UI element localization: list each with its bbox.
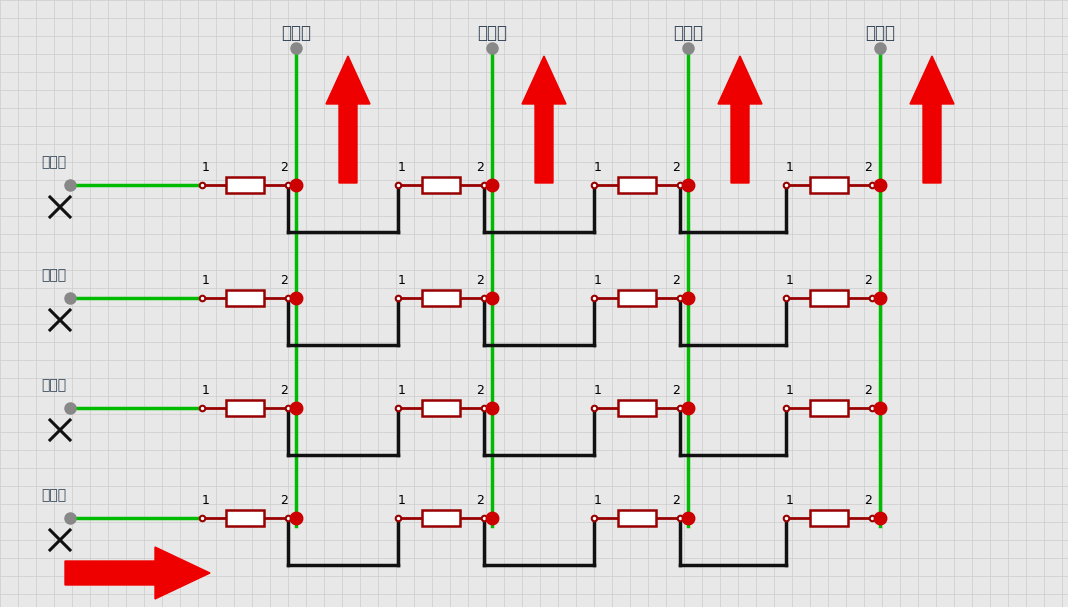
Bar	[811, 290, 848, 306]
FancyArrow shape	[910, 56, 954, 183]
Text: 1: 1	[786, 274, 794, 287]
Bar	[226, 177, 264, 193]
Text: 2: 2	[864, 384, 871, 397]
Text: 输出端: 输出端	[41, 155, 66, 169]
Text: 1: 1	[202, 274, 210, 287]
Text: 2: 2	[672, 161, 680, 174]
Text: 1: 1	[594, 494, 602, 507]
Text: 输入端: 输入端	[673, 24, 703, 42]
FancyArrow shape	[65, 547, 210, 599]
Bar	[618, 510, 656, 526]
Text: 1: 1	[594, 274, 602, 287]
Text: 2: 2	[864, 274, 871, 287]
Text: 2: 2	[864, 494, 871, 507]
Text: 1: 1	[398, 494, 406, 507]
Text: 输出端: 输出端	[41, 378, 66, 392]
Text: 1: 1	[398, 161, 406, 174]
Bar	[618, 290, 656, 306]
Bar	[618, 177, 656, 193]
Text: 1: 1	[398, 274, 406, 287]
Bar	[811, 400, 848, 416]
Text: 输出端: 输出端	[41, 268, 66, 282]
Bar	[422, 510, 460, 526]
Bar	[811, 510, 848, 526]
Text: 2: 2	[476, 384, 484, 397]
Text: 输入端: 输入端	[281, 24, 311, 42]
Text: 1: 1	[398, 384, 406, 397]
Text: 输入端: 输入端	[477, 24, 507, 42]
Text: 2: 2	[476, 161, 484, 174]
Text: 2: 2	[280, 274, 288, 287]
Text: 2: 2	[672, 494, 680, 507]
Text: 1: 1	[594, 384, 602, 397]
Bar	[811, 177, 848, 193]
Text: 1: 1	[202, 494, 210, 507]
Text: 输出端: 输出端	[41, 488, 66, 502]
Text: 2: 2	[672, 384, 680, 397]
Text: 1: 1	[202, 384, 210, 397]
Text: 1: 1	[786, 384, 794, 397]
Text: 2: 2	[476, 494, 484, 507]
Text: 2: 2	[476, 274, 484, 287]
Bar	[226, 510, 264, 526]
Text: 2: 2	[864, 161, 871, 174]
Text: 1: 1	[202, 161, 210, 174]
FancyArrow shape	[522, 56, 566, 183]
FancyArrow shape	[718, 56, 761, 183]
Bar	[226, 290, 264, 306]
Bar	[618, 400, 656, 416]
FancyArrow shape	[326, 56, 370, 183]
Text: 1: 1	[786, 494, 794, 507]
Text: 1: 1	[594, 161, 602, 174]
Bar	[422, 290, 460, 306]
Text: 1: 1	[786, 161, 794, 174]
Text: 2: 2	[280, 161, 288, 174]
Bar	[422, 177, 460, 193]
Bar	[226, 400, 264, 416]
Text: 输入端: 输入端	[865, 24, 895, 42]
Text: 2: 2	[280, 494, 288, 507]
Text: 2: 2	[672, 274, 680, 287]
Bar	[422, 400, 460, 416]
Text: 2: 2	[280, 384, 288, 397]
